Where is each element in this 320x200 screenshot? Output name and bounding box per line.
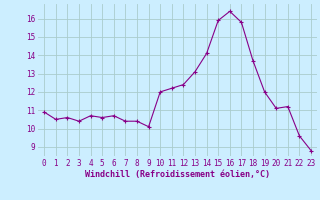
- X-axis label: Windchill (Refroidissement éolien,°C): Windchill (Refroidissement éolien,°C): [85, 170, 270, 179]
